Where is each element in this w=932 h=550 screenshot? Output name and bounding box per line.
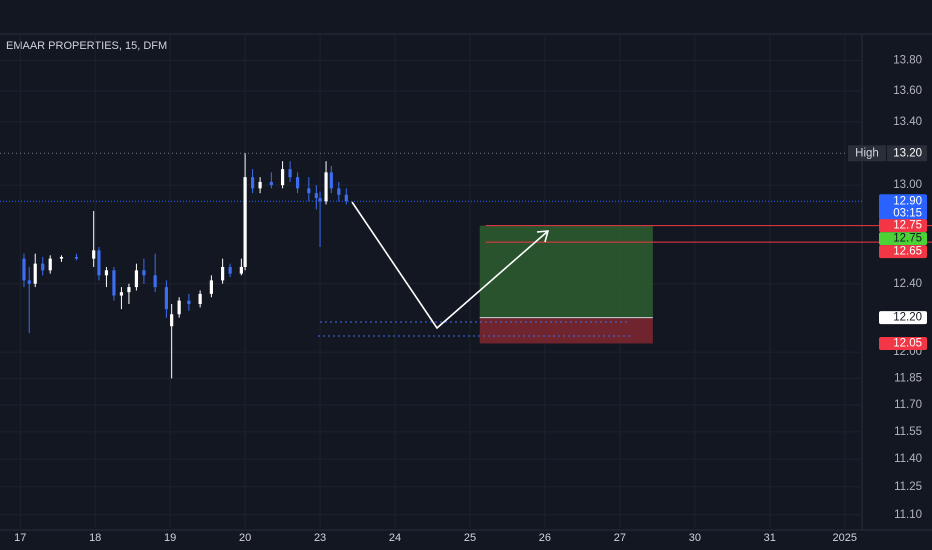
price-label: 12.05 bbox=[893, 337, 922, 349]
y-tick-label: 13.00 bbox=[893, 179, 922, 191]
x-tick-label: 30 bbox=[689, 532, 701, 544]
candles bbox=[22, 153, 348, 379]
candle-body bbox=[344, 194, 348, 202]
candle-body bbox=[170, 314, 174, 327]
candle-body bbox=[59, 256, 64, 259]
candle-body bbox=[164, 287, 169, 310]
x-tick-label: 2025 bbox=[833, 532, 857, 544]
last-price-box bbox=[879, 194, 927, 221]
candle-body bbox=[41, 263, 45, 271]
candle-body bbox=[251, 177, 255, 189]
candle-body bbox=[27, 280, 31, 284]
high-label-name: High bbox=[855, 147, 879, 159]
candle-body bbox=[209, 280, 213, 294]
overlays bbox=[0, 152, 932, 344]
price-label: 12.65 bbox=[893, 246, 922, 258]
chart-title: EMAAR PROPERTIES, 15, DFM bbox=[6, 40, 167, 52]
candle-body bbox=[243, 177, 247, 267]
arrow-head bbox=[536, 230, 550, 243]
candle-body bbox=[104, 270, 109, 276]
candle-body bbox=[153, 275, 157, 288]
candle-body bbox=[74, 256, 79, 259]
candle-body bbox=[119, 292, 124, 296]
candle-body bbox=[318, 198, 322, 202]
y-tick-label: 11.10 bbox=[894, 509, 922, 521]
x-tick-label: 25 bbox=[464, 532, 476, 544]
candle-body bbox=[187, 300, 191, 305]
x-tick-label: 17 bbox=[14, 532, 26, 544]
candle-body bbox=[198, 293, 202, 305]
x-tick-label: 26 bbox=[539, 532, 551, 544]
price-label-box bbox=[879, 336, 927, 350]
candle-body bbox=[329, 172, 333, 189]
candle-body bbox=[33, 263, 37, 284]
axes: 11.1011.2511.4011.5511.7011.8512.0012.40… bbox=[14, 55, 927, 544]
y-tick-label: 11.55 bbox=[894, 426, 922, 438]
candle-body bbox=[269, 181, 273, 186]
y-tick-label: 13.40 bbox=[893, 116, 922, 128]
candle-body bbox=[22, 258, 26, 281]
candle-body bbox=[142, 270, 146, 276]
candle-body bbox=[112, 270, 116, 296]
x-tick-label: 23 bbox=[314, 532, 326, 544]
candle-body bbox=[134, 270, 139, 288]
candle-body bbox=[280, 169, 285, 186]
candle-body bbox=[307, 188, 311, 194]
high-price-label: 13.20 bbox=[893, 147, 922, 159]
y-tick-label: 11.85 bbox=[894, 372, 922, 384]
candle-body bbox=[324, 172, 328, 202]
projection-arrow bbox=[351, 201, 549, 330]
high-label-box bbox=[848, 145, 886, 162]
high-price-box bbox=[887, 145, 927, 162]
price-label-box bbox=[879, 232, 927, 246]
x-tick-label: 27 bbox=[614, 532, 626, 544]
candle-body bbox=[97, 250, 101, 276]
candle-body bbox=[288, 169, 292, 178]
candle-body bbox=[221, 266, 225, 281]
candle-body bbox=[295, 177, 300, 189]
candle-body bbox=[239, 266, 243, 274]
price-label-box bbox=[879, 219, 927, 233]
candle-body bbox=[314, 193, 318, 199]
price-label-box bbox=[879, 311, 927, 325]
candle-body bbox=[92, 250, 96, 259]
price-label-box bbox=[879, 245, 927, 259]
profit-zone bbox=[479, 225, 653, 318]
price-label: 12.75 bbox=[893, 233, 922, 245]
y-tick-label: 11.25 bbox=[894, 481, 922, 493]
y-tick-label: 11.70 bbox=[894, 399, 922, 411]
candle-body bbox=[127, 287, 131, 293]
x-tick-label: 24 bbox=[389, 532, 401, 544]
price-label: 12.75 bbox=[893, 220, 922, 232]
price-label: 12.20 bbox=[893, 312, 922, 324]
last-price-label: 12.90 bbox=[893, 195, 922, 207]
countdown-label: 03:15 bbox=[893, 207, 922, 219]
x-tick-label: 31 bbox=[764, 532, 776, 544]
y-tick-label: 11.40 bbox=[894, 453, 922, 465]
x-tick-label: 20 bbox=[239, 532, 251, 544]
y-tick-label: 13.60 bbox=[893, 85, 922, 97]
candle-body bbox=[337, 188, 341, 195]
candle-body bbox=[48, 258, 52, 271]
candle-body bbox=[228, 266, 232, 274]
x-tick-label: 18 bbox=[89, 532, 101, 544]
candle-body bbox=[258, 181, 262, 189]
y-tick-label: 12.40 bbox=[893, 278, 922, 290]
candle-body bbox=[177, 300, 181, 315]
y-tick-label: 13.80 bbox=[893, 55, 922, 67]
x-tick-label: 19 bbox=[164, 532, 176, 544]
